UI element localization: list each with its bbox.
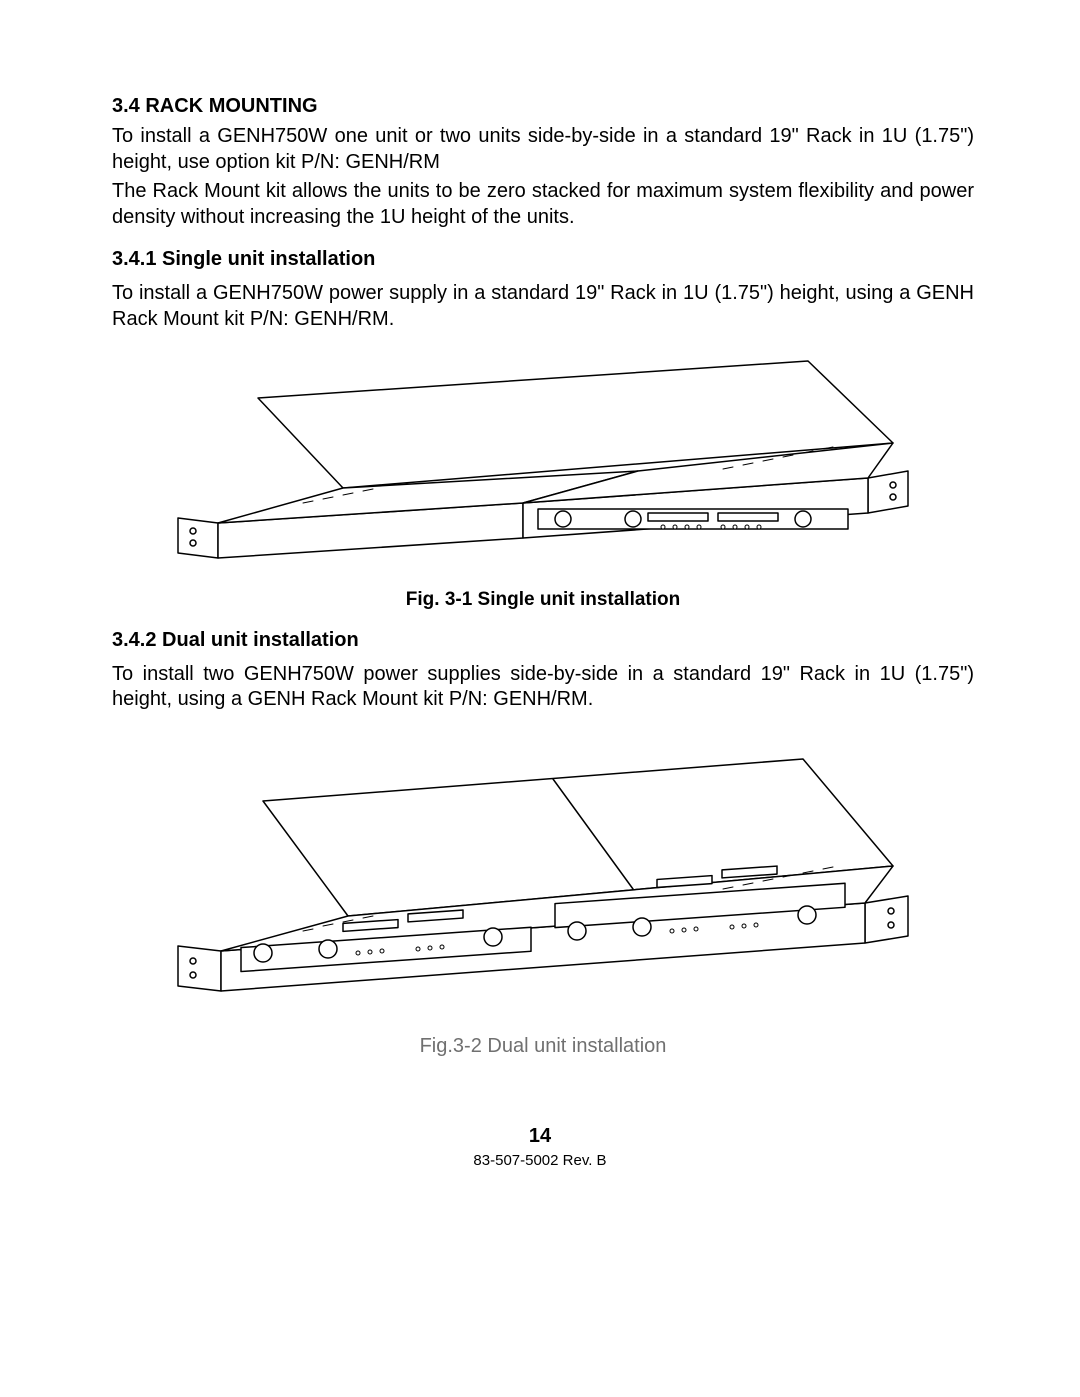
figure-2-caption: Fig.3-2 Dual unit installation (420, 1035, 667, 1058)
subsection-2-heading: 3.4.2 Dual unit installation (112, 629, 974, 652)
page-footer: 14 83-507-5002 Rev. B (0, 1125, 1080, 1169)
figure-1-caption: Fig. 3-1 Single unit installation (406, 589, 680, 611)
intro-paragraph-2: The Rack Mount kit allows the units to b… (112, 179, 974, 230)
subsection-1-heading: 3.4.1 Single unit installation (112, 248, 974, 271)
subsection-1-body: To install a GENH750W power supply in a … (112, 281, 974, 332)
doc-revision: 83-507-5002 Rev. B (0, 1152, 1080, 1169)
figure-1: Fig. 3-1 Single unit installation (112, 343, 974, 611)
section-heading: 3.4 RACK MOUNTING (112, 95, 974, 118)
figure-2: Fig.3-2 Dual unit installation (112, 731, 974, 1058)
intro-paragraph-1: To install a GENH750W one unit or two un… (112, 124, 974, 175)
page-number: 14 (0, 1125, 1080, 1148)
subsection-2-body: To install two GENH750W power supplies s… (112, 662, 974, 713)
figure-2-svg (163, 731, 923, 1031)
figure-1-svg (163, 343, 923, 583)
